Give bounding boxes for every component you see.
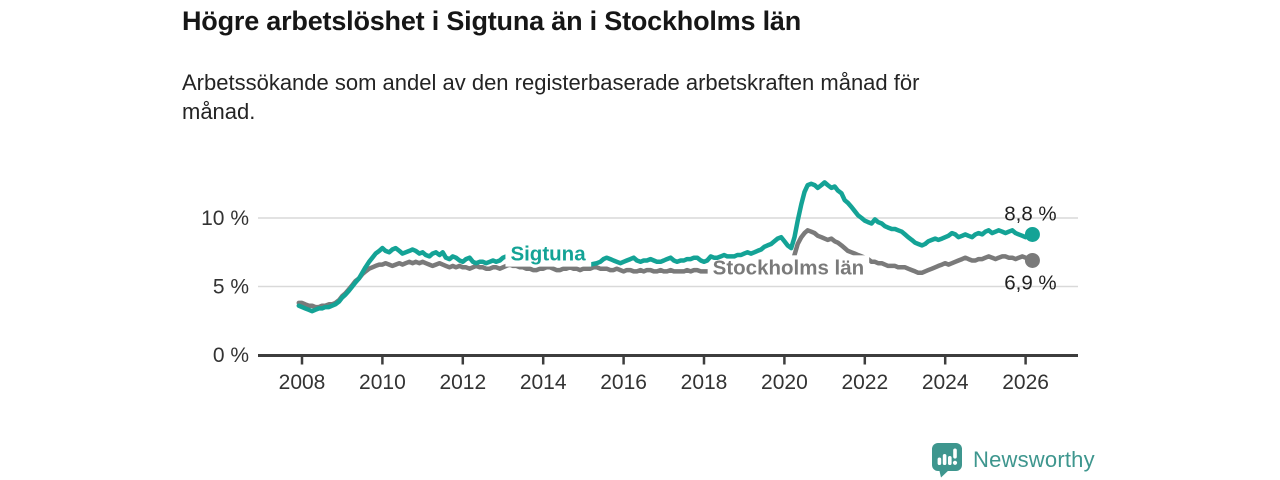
y-axis-label-10: 10 % bbox=[201, 207, 249, 230]
newsworthy-logo-icon bbox=[932, 443, 962, 478]
y-axis-label-0: 0 % bbox=[213, 344, 249, 367]
chart-subtitle: Arbetssökande som andel av den registerb… bbox=[182, 68, 1042, 126]
series-sigtuna: Sigtuna bbox=[296, 180, 1035, 314]
end-value-label-stockholms-län: 6,9 % bbox=[1004, 271, 1056, 294]
x-axis-label-2012: 2012 bbox=[439, 371, 486, 394]
x-axis-label-2018: 2018 bbox=[681, 371, 728, 394]
x-axis-label-2024: 2024 bbox=[922, 371, 969, 394]
subtitle-line-2: månad. bbox=[182, 99, 256, 124]
y-axis-label-5: 5 % bbox=[213, 276, 249, 299]
x-axis-label-2020: 2020 bbox=[761, 371, 808, 394]
end-dot-sigtuna bbox=[1024, 226, 1040, 242]
series-label-sigtuna: Sigtuna bbox=[510, 243, 586, 266]
brand-name: Newsworthy bbox=[973, 447, 1095, 472]
label-backdrop-stockholms-län bbox=[707, 255, 870, 281]
series-line-stockholms-län bbox=[296, 228, 1035, 310]
x-axis-label-2022: 2022 bbox=[841, 371, 888, 394]
end-dot-stockholms-län bbox=[1024, 252, 1040, 268]
subtitle-line-1: Arbetssökande som andel av den registerb… bbox=[182, 70, 920, 95]
newsworthy-brand[interactable]: Newsworthy bbox=[931, 442, 1095, 478]
series-stockholms-län: Stockholms län bbox=[296, 228, 1035, 310]
x-axis-label-2026: 2026 bbox=[1002, 371, 1049, 394]
series-line-sigtuna bbox=[296, 180, 1035, 314]
end-value-label-sigtuna: 8,8 % bbox=[1004, 202, 1056, 225]
x-axis-label-2010: 2010 bbox=[359, 371, 406, 394]
x-axis-label-2008: 2008 bbox=[279, 371, 326, 394]
x-axis-label-2016: 2016 bbox=[600, 371, 647, 394]
page-title: Högre arbetslöshet i Sigtuna än i Stockh… bbox=[182, 6, 802, 36]
x-axis-label-2014: 2014 bbox=[520, 371, 567, 394]
label-backdrop-sigtuna bbox=[505, 241, 592, 267]
series-label-stockholms-län: Stockholms län bbox=[713, 256, 865, 279]
